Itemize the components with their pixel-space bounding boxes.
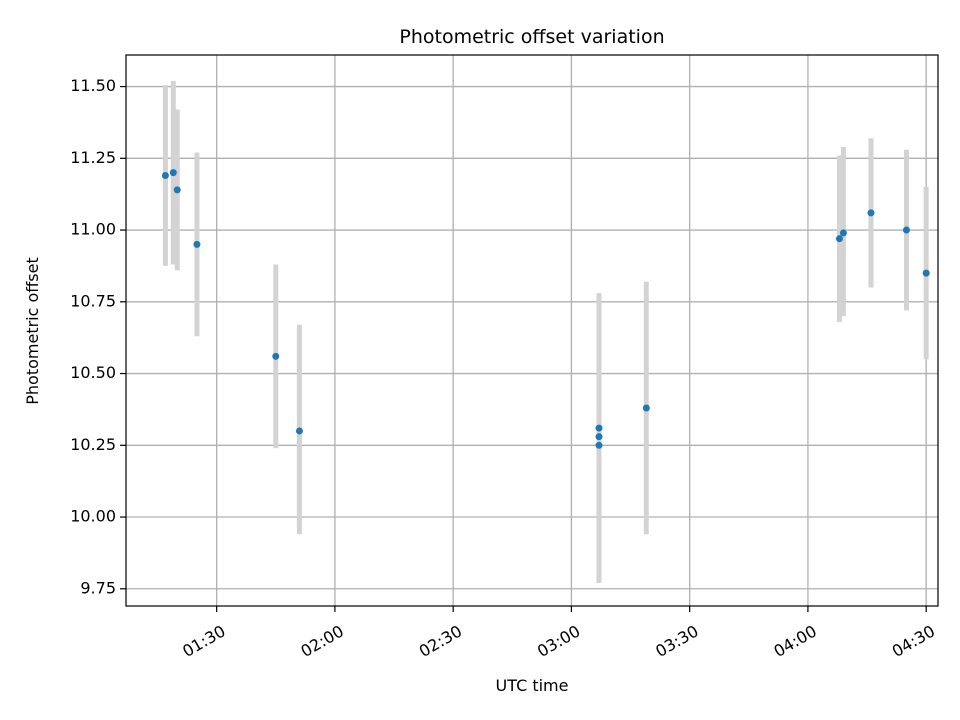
y-axis-title: Photometric offset [23,257,42,405]
x-axis-title: UTC time [496,676,569,695]
y-tick-label: 10.25 [70,435,116,454]
data-point [169,169,177,177]
data-point [902,226,910,234]
data-point [839,229,847,237]
y-tick-label: 10.75 [70,291,116,310]
chart-title: Photometric offset variation [399,26,664,48]
y-tick-label: 11.00 [70,220,116,239]
y-tick-label: 11.25 [70,148,116,167]
data-point [193,240,201,248]
data-point [595,424,603,432]
y-tick-label: 10.00 [70,507,116,526]
y-tick-label: 11.50 [70,76,116,95]
data-point [922,269,930,277]
data-point [595,433,603,441]
plot-frame [125,54,939,607]
data-point [642,404,650,412]
y-axis-ticks: 9.75 10.00 10.25 10.50 10.75 11.00 11.25 11.50 [70,76,126,597]
grid-lines [126,55,938,606]
plot-background [126,55,938,606]
data-point [161,172,169,180]
data-points [161,169,930,449]
data-point [272,352,280,360]
y-tick-label: 9.75 [80,578,116,597]
data-point [173,186,181,194]
data-point [835,235,843,243]
data-point [867,209,875,217]
y-tick-label: 10.50 [70,363,116,382]
data-point [295,427,303,435]
data-point [595,441,603,449]
